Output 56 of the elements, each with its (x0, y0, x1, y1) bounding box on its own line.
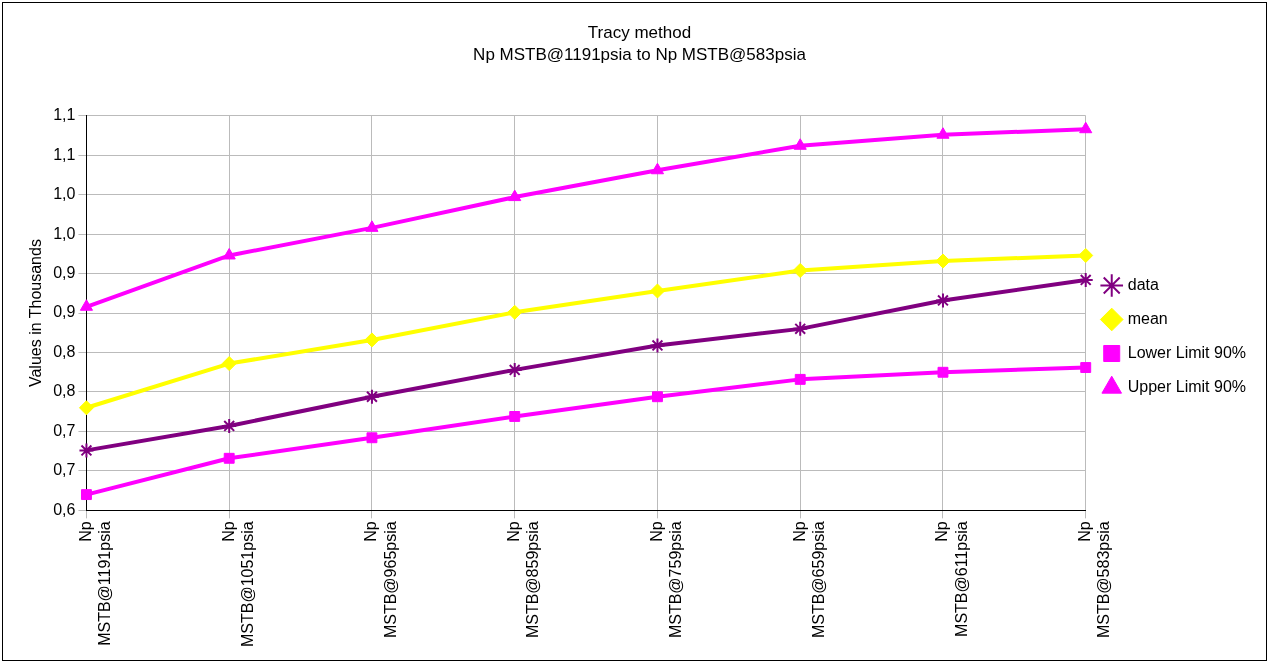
point (364, 332, 380, 348)
legend-label: data (1127, 275, 1159, 293)
point (793, 138, 807, 150)
point (365, 220, 379, 232)
point (78, 442, 95, 459)
point (935, 253, 951, 269)
y-axis-title: Values in Thousands (27, 239, 45, 388)
point (506, 361, 523, 378)
point (78, 400, 94, 416)
point (509, 411, 521, 422)
point (221, 356, 237, 372)
point (792, 320, 809, 337)
point (934, 292, 951, 309)
point (507, 304, 523, 320)
point (937, 366, 949, 378)
y-tick-label: 0,6 (53, 500, 76, 518)
x-tick-label: Np MSTB@611psia (933, 521, 970, 637)
x-tick-label: Np MSTB@583psia (1076, 521, 1113, 639)
point (223, 452, 235, 464)
point (652, 391, 663, 403)
point (792, 262, 808, 278)
chart-subtitle: Np MSTB@1191psia to Np MSTB@583psia (473, 45, 807, 65)
point (80, 489, 92, 501)
y-tick-label: 0,8 (53, 342, 76, 360)
y-tick-label: 0,7 (53, 461, 76, 479)
y-tick-label: 1,0 (53, 185, 76, 203)
y-tick-label: 0,9 (53, 264, 76, 282)
point (222, 247, 236, 260)
point (221, 417, 238, 434)
y-tick-label: 0,8 (53, 382, 76, 400)
y-tick-label: 1,1 (53, 106, 76, 124)
x-tick-label: Np MSTB@1191psia (76, 521, 114, 646)
x-tick-label: Np MSTB@859psia (505, 521, 542, 639)
chart-title: Tracy method (587, 22, 692, 42)
point (794, 373, 806, 385)
point (366, 432, 378, 444)
x-tick-label: Np MSTB@1051psia (219, 521, 256, 648)
point (936, 127, 950, 139)
point (1080, 362, 1092, 373)
point (649, 337, 666, 354)
x-tick-label: Np MSTB@965psia (362, 521, 399, 639)
y-tick-label: 1,1 (53, 145, 76, 163)
x-tick-label: Np MSTB@659psia (790, 521, 827, 639)
legend-label: Lower Limit 90% (1127, 343, 1247, 361)
point (650, 162, 665, 175)
point (508, 189, 522, 202)
point (1078, 247, 1094, 263)
point (649, 283, 665, 299)
y-tick-label: 1,0 (53, 224, 76, 242)
legend-label: mean (1127, 309, 1168, 327)
y-tick-label: 0,9 (53, 303, 76, 321)
legend-label: Upper Limit 90% (1127, 377, 1247, 395)
x-tick-label: Np MSTB@759psia (647, 521, 685, 639)
y-tick-label: 0,7 (53, 421, 76, 439)
point (1079, 121, 1093, 134)
point (363, 388, 380, 405)
